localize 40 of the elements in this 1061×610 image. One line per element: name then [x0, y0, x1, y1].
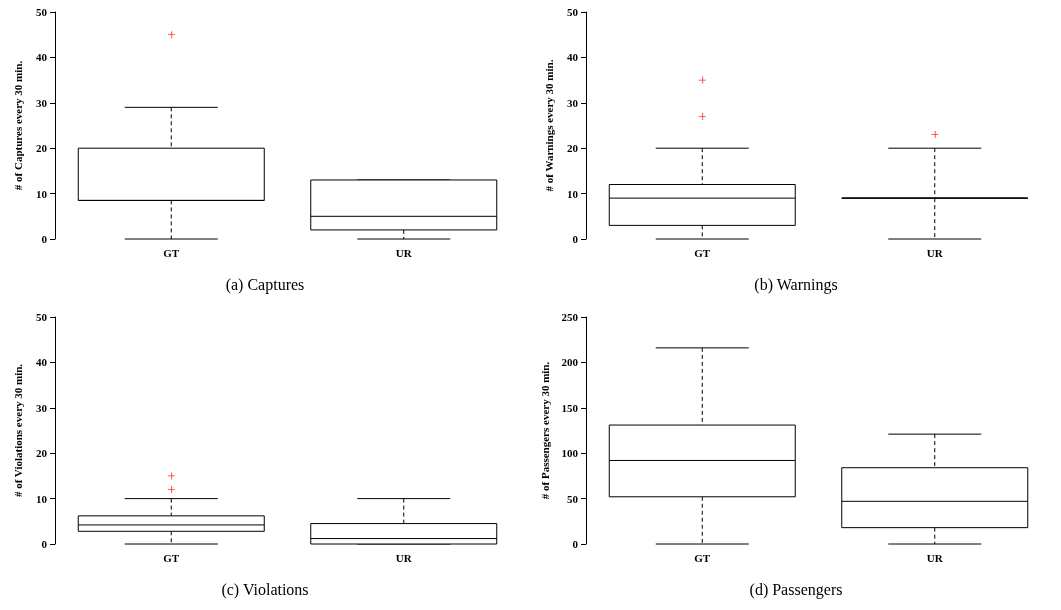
x-tick-label: GT	[163, 551, 180, 564]
y-axis-title: # of Warnings every 30 min.	[542, 59, 555, 192]
y-tick-label: 40	[36, 356, 48, 369]
y-tick-label: 250	[561, 311, 579, 323]
text: (c) Violations	[221, 580, 309, 599]
y-tick-label: 10	[36, 492, 48, 505]
x-tick-label: UR	[395, 551, 413, 564]
x-tick-label: GT	[694, 246, 711, 259]
y-tick-label: 40	[36, 51, 48, 64]
y-tick-label: 100	[561, 447, 579, 460]
y-tick-label: 10	[36, 187, 48, 200]
y-tick-label: 50	[567, 492, 579, 505]
x-tick-label: GT	[694, 551, 711, 564]
y-tick-label: 150	[561, 401, 579, 414]
y-tick-label: 30	[36, 401, 48, 414]
y-tick-label: 30	[36, 96, 48, 109]
y-tick-label: 0	[572, 538, 579, 550]
y-axis-title: # of Captures every 30 min.	[11, 60, 24, 191]
x-tick-label: UR	[926, 246, 944, 259]
text: (b) Warnings	[754, 275, 838, 294]
y-tick-label: 0	[41, 233, 48, 245]
y-tick-label: 20	[567, 142, 579, 155]
y-tick-label: 0	[572, 233, 579, 245]
y-tick-label: 40	[567, 51, 579, 64]
y-tick-label: 50	[36, 311, 48, 323]
y-tick-label: 10	[567, 187, 579, 200]
y-tick-label: 50	[36, 6, 48, 18]
y-axis-title: # of Violations every 30 min.	[11, 363, 24, 498]
y-axis-title: # of Passengers every 30 min.	[539, 361, 552, 500]
y-tick-label: 20	[36, 142, 48, 155]
y-tick-label: 30	[567, 96, 579, 109]
x-tick-label: UR	[395, 246, 413, 259]
x-tick-label: GT	[163, 246, 180, 259]
x-tick-label: UR	[926, 551, 944, 564]
y-tick-label: 0	[41, 538, 48, 550]
text: (a) Captures	[225, 275, 305, 294]
y-tick-label: 200	[561, 356, 579, 369]
y-tick-label: 20	[36, 447, 48, 460]
y-tick-label: 50	[567, 6, 579, 18]
text: (d) Passengers	[749, 580, 843, 599]
